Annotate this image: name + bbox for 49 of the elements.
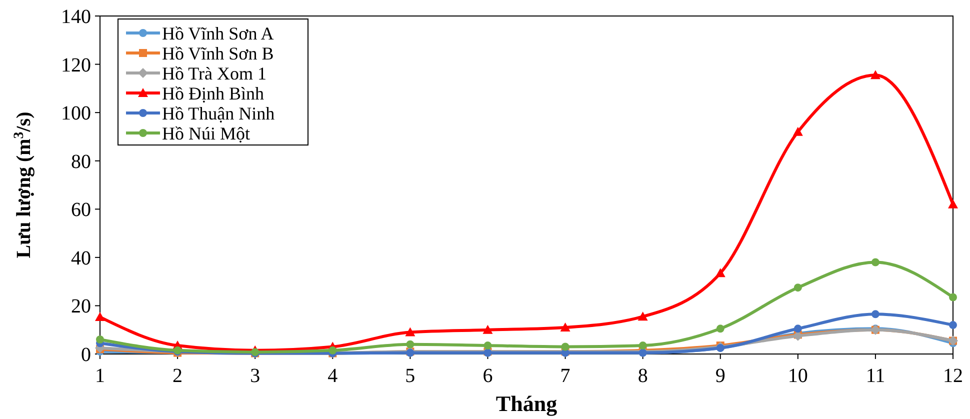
point bbox=[948, 199, 958, 208]
point bbox=[794, 284, 802, 292]
point bbox=[96, 336, 104, 344]
y-tick-label: 40 bbox=[71, 247, 91, 270]
point bbox=[870, 70, 880, 80]
x-tick-label: 11 bbox=[866, 365, 886, 387]
x-tick-label: 5 bbox=[405, 365, 416, 387]
y-tick-label: 60 bbox=[71, 199, 91, 222]
point bbox=[794, 324, 802, 333]
point bbox=[871, 310, 880, 318]
y-tick-label: 120 bbox=[61, 54, 91, 76]
point bbox=[405, 327, 416, 336]
y-tick-label: 80 bbox=[71, 150, 91, 173]
point bbox=[638, 312, 648, 321]
point bbox=[95, 312, 105, 322]
point bbox=[560, 322, 570, 332]
point bbox=[949, 321, 957, 330]
point bbox=[792, 126, 803, 136]
x-tick-label: 7 bbox=[560, 365, 570, 387]
legend-label: Hồ Vĩnh Sơn B bbox=[162, 43, 274, 64]
point bbox=[715, 268, 726, 278]
x-tick-label: 8 bbox=[638, 365, 648, 387]
x-tick-label: 12 bbox=[943, 365, 963, 387]
legend-label: Hồ Núi Một bbox=[162, 123, 250, 144]
x-tick-label: 2 bbox=[172, 365, 183, 387]
x-axis-title: Tháng bbox=[496, 391, 558, 416]
point bbox=[328, 346, 337, 354]
y-tick-label: 140 bbox=[61, 6, 91, 28]
x-tick-label: 9 bbox=[715, 365, 726, 387]
legend-label: Hồ Trà Xom 1 bbox=[162, 63, 267, 84]
x-tick-label: 1 bbox=[95, 365, 105, 387]
point bbox=[484, 342, 492, 350]
x-tick-label: 3 bbox=[250, 365, 260, 387]
point bbox=[482, 324, 493, 334]
legend-label: Hồ Định Bình bbox=[162, 83, 264, 104]
point bbox=[561, 342, 570, 351]
point bbox=[638, 342, 647, 350]
point bbox=[406, 340, 414, 348]
y-tick-label: 0 bbox=[81, 344, 91, 366]
y-tick-label: 20 bbox=[71, 296, 91, 318]
y-tick-label: 100 bbox=[61, 102, 91, 125]
x-tick-label: 10 bbox=[788, 365, 808, 387]
point bbox=[716, 324, 724, 333]
legend-label: Hồ Thuận Ninh bbox=[162, 103, 275, 124]
x-tick-label: 6 bbox=[482, 365, 493, 387]
legend-label: Hồ Vĩnh Sơn A bbox=[162, 23, 274, 44]
point bbox=[871, 258, 880, 266]
x-tick-label: 4 bbox=[328, 365, 338, 387]
point bbox=[949, 293, 957, 302]
